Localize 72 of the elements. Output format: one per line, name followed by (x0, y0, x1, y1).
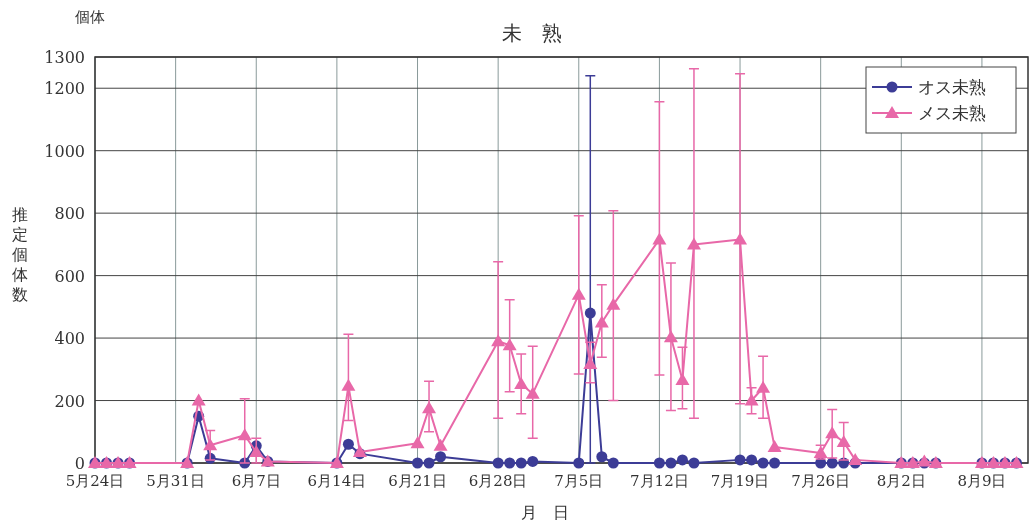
point (515, 457, 527, 469)
x-tick-label: 7月19日 (710, 472, 770, 490)
point (433, 438, 448, 451)
x-tick-label: 7月26日 (791, 472, 850, 490)
point (686, 237, 701, 250)
legend-label: オス未熟 (918, 77, 986, 97)
point (825, 426, 840, 439)
y-tick-label: 0 (74, 454, 85, 473)
y-tick-label: 1000 (44, 141, 85, 161)
point (573, 457, 585, 469)
point (514, 376, 529, 389)
point (422, 401, 437, 414)
point (491, 334, 506, 347)
x-tick-label: 7月12日 (630, 472, 689, 490)
x-tick-label: 6月7日 (231, 472, 281, 490)
y-tick-label: 600 (54, 266, 85, 286)
x-tick-label: 6月21日 (388, 472, 447, 490)
point (191, 393, 206, 406)
y-tick-label: 1200 (44, 79, 85, 99)
point (663, 330, 678, 343)
x-tick-label: 6月28日 (468, 472, 528, 490)
point (435, 451, 447, 463)
text: 個体 (75, 8, 105, 26)
point (492, 457, 504, 469)
point (733, 232, 748, 245)
x-tick-label: 5月24日 (65, 472, 125, 490)
x-tick-label: 6月14日 (307, 472, 367, 490)
x-tick-label: 8月2日 (876, 472, 926, 490)
point (410, 436, 425, 449)
point (527, 455, 539, 467)
point (665, 457, 677, 469)
x-tick-label: 5月31日 (146, 472, 205, 490)
point (502, 338, 517, 351)
point (757, 457, 769, 469)
point (341, 378, 356, 391)
point (676, 454, 688, 466)
point (594, 315, 609, 328)
x-axis-title: 月 日 (521, 503, 569, 522)
point (836, 435, 851, 448)
point (688, 457, 700, 469)
point (596, 451, 608, 463)
x-tick-label: 7月5日 (554, 472, 604, 490)
point (767, 440, 782, 453)
point (607, 457, 619, 469)
point (606, 297, 621, 310)
point (525, 386, 540, 399)
point (249, 445, 264, 458)
point (203, 438, 218, 451)
point (423, 457, 435, 469)
y-tick-label: 1300 (44, 48, 85, 67)
point (756, 380, 771, 393)
point (237, 428, 252, 441)
point (848, 452, 863, 465)
point (652, 232, 667, 245)
legend-label: メス未熟 (918, 103, 986, 123)
point (734, 454, 746, 466)
point (571, 287, 586, 300)
point (583, 357, 598, 369)
chart-title: 未 熟 (501, 21, 562, 45)
x-tick-label: 8月9日 (957, 472, 1007, 490)
point (769, 457, 781, 469)
point (412, 457, 424, 469)
y-axis-title: 推定個体数 (12, 205, 28, 304)
point (653, 457, 665, 469)
point (746, 454, 758, 466)
point (744, 393, 759, 406)
point (342, 438, 354, 450)
point (504, 457, 516, 469)
y-tick-label: 200 (54, 391, 85, 411)
y-tick-label: 800 (54, 204, 85, 224)
point (584, 307, 596, 319)
y-tick-label: 400 (54, 329, 85, 349)
